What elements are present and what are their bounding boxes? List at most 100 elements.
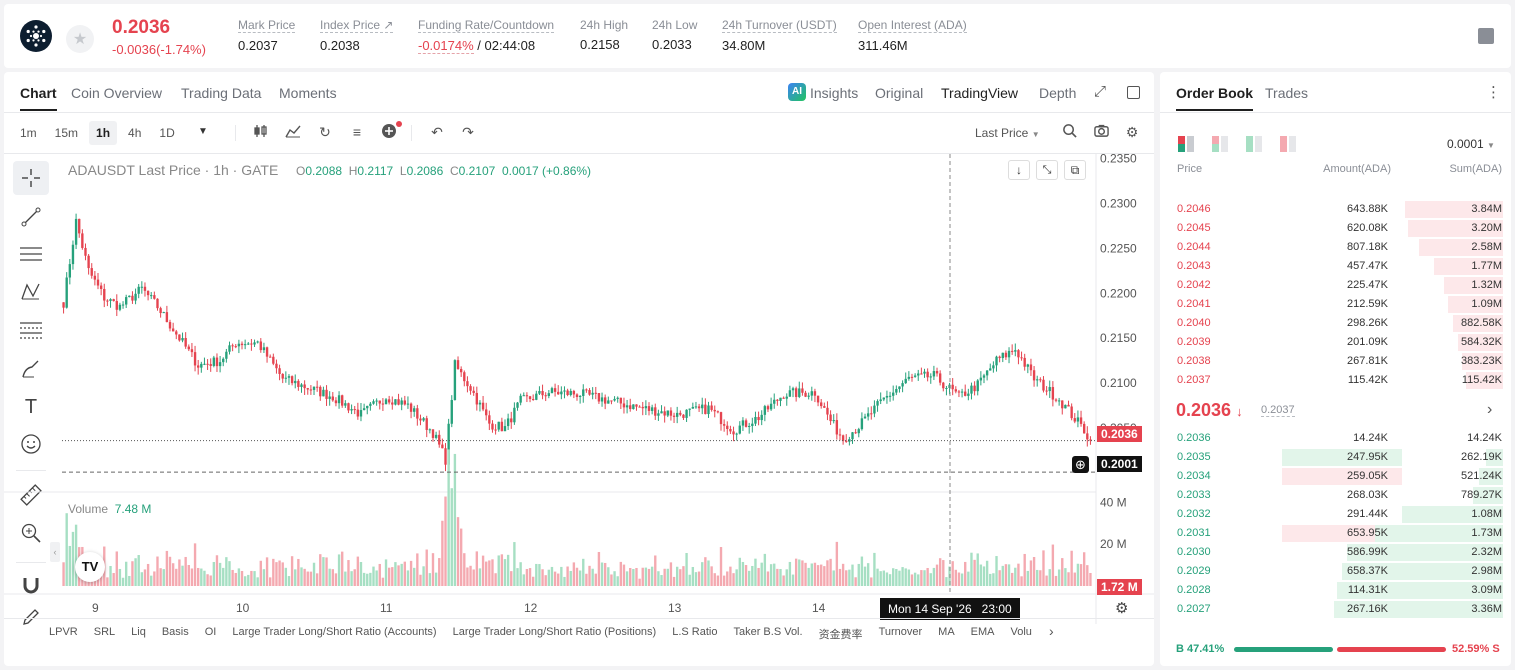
camera-icon[interactable]: [1092, 123, 1110, 141]
search-icon[interactable]: [1060, 123, 1078, 141]
ob-mid-chevron-icon[interactable]: ›: [1487, 401, 1493, 418]
stat-index-price[interactable]: Index Price ↗ 0.2038: [320, 18, 394, 53]
ask-row[interactable]: 0.2043 457.47K 1.77M: [1168, 257, 1503, 276]
expand-icon[interactable]: ⤢: [1094, 83, 1107, 100]
more-options-icon[interactable]: ⋮: [1486, 84, 1501, 101]
tab-depth[interactable]: Depth: [1039, 85, 1077, 101]
undo-icon[interactable]: ↶: [431, 124, 443, 140]
indicator-next-icon[interactable]: ›: [1049, 623, 1054, 639]
timeframe-15m[interactable]: 15m: [54, 126, 79, 140]
brush-tool-icon[interactable]: [13, 352, 49, 386]
indicators-icon[interactable]: [284, 123, 302, 141]
candle-body: [165, 312, 169, 323]
indicator-8[interactable]: Taker B.S Vol.: [733, 626, 803, 638]
candle-body: [162, 312, 165, 314]
add-alert-icon[interactable]: ⊕: [1072, 456, 1089, 473]
maximize-pane-icon[interactable]: ⧉: [1064, 160, 1086, 180]
book-icon[interactable]: [1478, 28, 1494, 44]
emoji-tool-icon[interactable]: [13, 427, 49, 461]
replay-icon[interactable]: ↻: [319, 124, 331, 140]
window-icon[interactable]: [1127, 86, 1140, 99]
favorite-star-icon[interactable]: ★: [66, 25, 94, 53]
ask-row[interactable]: 0.2038 267.81K 383.23K: [1168, 352, 1503, 371]
indicator-3[interactable]: Basis: [161, 626, 189, 638]
timeframe-1m[interactable]: 1m: [20, 126, 37, 140]
indicator-9[interactable]: 资金费率: [818, 629, 863, 641]
tab-moments[interactable]: Moments: [279, 85, 337, 101]
indicator-0[interactable]: LPVR: [49, 626, 78, 638]
indicator-10[interactable]: Turnover: [878, 626, 923, 638]
tab-trades[interactable]: Trades: [1265, 85, 1309, 101]
bid-row[interactable]: 0.2032 291.44K 1.08M: [1168, 505, 1503, 524]
add-indicator-icon[interactable]: [380, 121, 402, 141]
bid-row[interactable]: 0.2035 247.95K 262.19K: [1168, 448, 1503, 467]
tab-coin-overview[interactable]: Coin Overview: [71, 85, 163, 101]
bid-row[interactable]: 0.2028 114.31K 3.09M: [1168, 581, 1503, 600]
tab-trading-data[interactable]: Trading Data: [181, 85, 262, 101]
templates-icon[interactable]: ≡: [352, 124, 362, 140]
crosshair-tool-icon[interactable]: [13, 161, 49, 195]
ask-row[interactable]: 0.2046 643.88K 3.84M: [1168, 200, 1503, 219]
chart-settings-icon[interactable]: ⚙: [1115, 600, 1129, 617]
ai-insights-icon[interactable]: AI: [788, 83, 806, 101]
settings-gear-icon[interactable]: ⚙: [1125, 124, 1139, 140]
indicator-1[interactable]: SRL: [93, 626, 116, 638]
candlestick-chart[interactable]: 0.2350 0.2300 0.2250 0.2200 0.2150 0.2100 0.20…: [4, 154, 1154, 666]
price-type-select[interactable]: Last Price ▼: [975, 126, 1040, 140]
timeframe-dropdown-icon[interactable]: ▼: [198, 126, 208, 137]
ask-row[interactable]: 0.2037 115.42K 115.42K: [1168, 371, 1503, 390]
zoom-in-icon[interactable]: [13, 516, 49, 550]
indicator-11[interactable]: MA: [938, 626, 955, 638]
timeframe-4h[interactable]: 4h: [128, 126, 142, 140]
fib-tool-icon[interactable]: [13, 313, 49, 347]
pattern-tool-icon[interactable]: [13, 275, 49, 309]
indicator-6[interactable]: Large Trader Long/Short Ratio (Positions…: [452, 626, 657, 638]
ask-row[interactable]: 0.2042 225.47K 1.32M: [1168, 276, 1503, 295]
ask-row[interactable]: 0.2041 212.59K 1.09M: [1168, 295, 1503, 314]
text-tool-icon[interactable]: T: [24, 395, 38, 418]
bid-row[interactable]: 0.2031 653.95K 1.73M: [1168, 524, 1503, 543]
candle-type-icon[interactable]: [252, 123, 270, 141]
bid-row[interactable]: 0.2033 268.03K 789.27K: [1168, 486, 1503, 505]
ask-row[interactable]: 0.2045 620.08K 3.20M: [1168, 219, 1503, 238]
volume-bar: [456, 517, 460, 586]
indicator-13[interactable]: Volu: [1010, 626, 1032, 638]
tick-size-select[interactable]: 0.0001 ▼: [1447, 137, 1495, 151]
indicator-12[interactable]: EMA: [970, 626, 995, 638]
tab-original[interactable]: Original: [875, 85, 924, 101]
horizontal-lines-tool-icon[interactable]: [13, 237, 49, 271]
candle-body: [134, 293, 137, 301]
bid-row[interactable]: 0.2030 586.99K 2.32M: [1168, 543, 1503, 562]
scroll-down-icon[interactable]: ↓: [1008, 160, 1030, 180]
ask-row[interactable]: 0.2040 298.26K 882.58K: [1168, 314, 1503, 333]
volume-bar: [820, 564, 823, 586]
layout-both-icon[interactable]: [1178, 136, 1194, 152]
layout-bids-icon[interactable]: [1246, 136, 1262, 152]
collapse-toolbar-icon[interactable]: ‹: [50, 542, 60, 562]
tab-order-book[interactable]: Order Book: [1176, 85, 1254, 111]
bid-row[interactable]: 0.2029 658.37K 2.98M: [1168, 562, 1503, 581]
bid-row[interactable]: 0.2036 14.24K 14.24K: [1168, 429, 1503, 448]
layout-both-alt-icon[interactable]: [1212, 136, 1228, 152]
magnet-tool-icon[interactable]: [13, 568, 49, 602]
timeframe-1d[interactable]: 1D: [159, 126, 175, 140]
collapse-pane-icon[interactable]: ⤡: [1036, 160, 1058, 180]
bid-row[interactable]: 0.2027 267.16K 3.36M: [1168, 600, 1503, 619]
indicator-5[interactable]: Large Trader Long/Short Ratio (Accounts): [232, 626, 437, 638]
redo-icon[interactable]: ↷: [462, 124, 474, 140]
bid-row[interactable]: 0.2034 259.05K 521.24K: [1168, 467, 1503, 486]
indicator-7[interactable]: L.S Ratio: [672, 626, 718, 638]
ask-row[interactable]: 0.2039 201.09K 584.32K: [1168, 333, 1503, 352]
tab-insights[interactable]: Insights: [810, 85, 859, 101]
indicator-4[interactable]: OI: [204, 626, 217, 638]
pencil-lock-icon[interactable]: [13, 604, 49, 630]
tab-chart[interactable]: Chart: [20, 85, 57, 111]
tab-tradingview[interactable]: TradingView: [941, 85, 1019, 101]
candle-body: [444, 448, 447, 465]
timeframe-1h[interactable]: 1h: [89, 121, 118, 145]
indicator-2[interactable]: Liq: [131, 626, 146, 638]
ask-row[interactable]: 0.2044 807.18K 2.58M: [1168, 238, 1503, 257]
trendline-tool-icon[interactable]: [13, 200, 49, 234]
layout-asks-icon[interactable]: [1280, 136, 1296, 152]
candle-body: [1010, 350, 1014, 352]
